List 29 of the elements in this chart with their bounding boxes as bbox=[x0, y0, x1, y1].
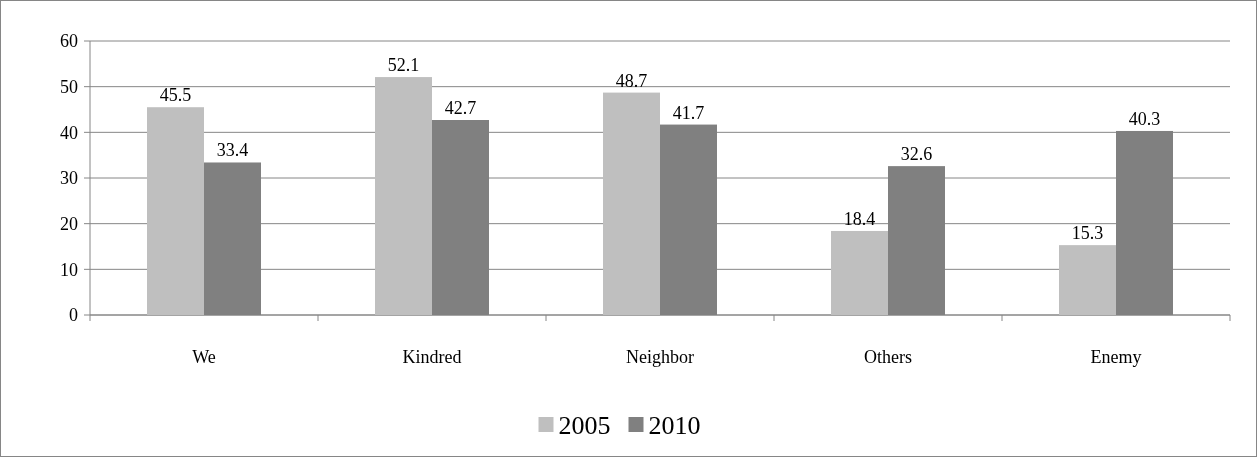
bar bbox=[1059, 245, 1116, 315]
bar bbox=[375, 77, 432, 315]
bar bbox=[603, 92, 660, 315]
data-label: 42.7 bbox=[444, 98, 477, 118]
bar bbox=[147, 107, 204, 315]
x-tick-label: Enemy bbox=[1090, 347, 1142, 367]
bar bbox=[831, 230, 888, 315]
y-tick-label: 10 bbox=[60, 259, 78, 280]
y-tick-label: 20 bbox=[60, 213, 78, 234]
data-label: 15.3 bbox=[1071, 223, 1104, 244]
x-tick-label: Kindred bbox=[402, 347, 462, 367]
data-label: 48.7 bbox=[615, 70, 648, 91]
y-tick-label: 40 bbox=[60, 122, 78, 143]
x-tick-label: We bbox=[192, 347, 216, 367]
data-label: 33.4 bbox=[216, 140, 249, 161]
y-tick-label: 50 bbox=[60, 76, 78, 97]
y-tick-label: 60 bbox=[60, 31, 78, 52]
data-label: 45.5 bbox=[159, 85, 192, 106]
legend-label: 2005 bbox=[558, 411, 611, 441]
x-tick-label: Neighbor bbox=[626, 347, 694, 367]
data-label: 41.7 bbox=[672, 102, 705, 123]
y-tick-label: 0 bbox=[69, 305, 78, 326]
data-label: 32.6 bbox=[900, 144, 933, 165]
data-label: 40.3 bbox=[1128, 108, 1161, 129]
data-label: 52.1 bbox=[387, 55, 420, 76]
data-label: 18.4 bbox=[843, 208, 876, 229]
legend-label: 2010 bbox=[648, 411, 701, 441]
y-tick-label: 30 bbox=[60, 168, 78, 189]
x-tick-label: Others bbox=[864, 347, 912, 367]
